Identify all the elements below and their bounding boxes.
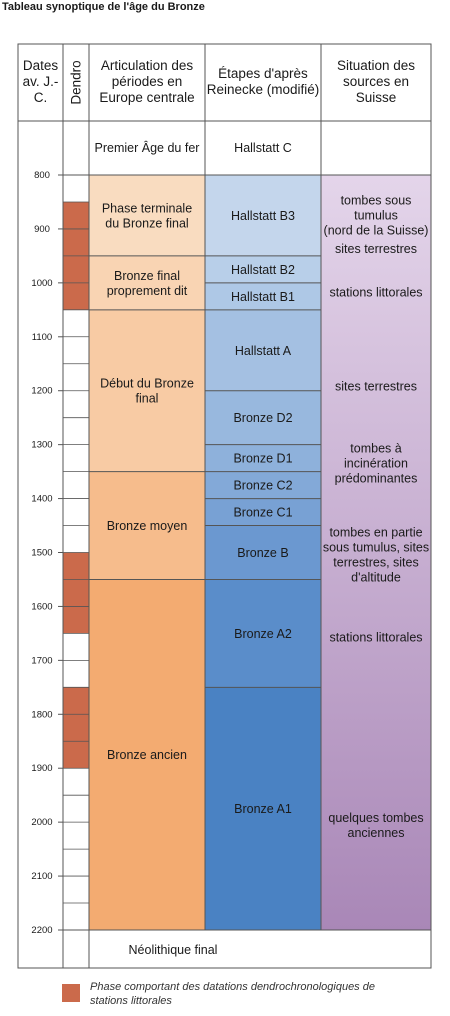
header-periods: Articulation des périodes en Europe cent… [99,58,195,105]
period-label-3: Bronze moyen [107,519,188,533]
reinecke-stage-5 [205,444,321,472]
reinecke-label-6: Bronze C2 [233,479,292,493]
period-label-4: Bronze ancien [107,748,187,762]
date-tick-label: 1500 [31,548,52,559]
date-tick-label: 1800 [31,709,52,720]
top-row-period: Premier Âge du fer [95,140,200,155]
header-dates: Dates av. J.-C. [22,58,59,105]
date-tick-label: 2100 [31,871,52,882]
reinecke-label-0: Hallstatt B3 [231,209,295,223]
period-label-2: Début du Bronze final [100,377,194,406]
date-tick-label: 800 [34,170,50,181]
top-row-reinecke: Hallstatt C [234,141,292,155]
date-tick-label: 1600 [31,601,52,612]
reinecke-stage-6 [205,471,321,499]
reinecke-label-4: Bronze D2 [233,411,292,425]
reinecke-stage-3 [205,309,321,391]
date-tick-label: 2200 [31,925,52,936]
source-label-6: stations littorales [329,630,422,644]
source-label-7: quelques tombes anciennes [328,811,423,840]
period-1 [89,255,205,310]
reinecke-label-8: Bronze B [237,546,288,560]
source-label-2: stations littorales [329,285,422,299]
source-label-0: tombes sous tumulus (nord de la Suisse) [324,194,429,238]
table-frame [17,43,432,969]
bottom-row-period: Néolithique final [129,943,218,957]
header-dendro-label: Dendro [68,59,84,105]
period-2 [89,309,205,472]
period-3 [89,471,205,580]
reinecke-stage-0 [205,175,321,256]
source-label-4: tombes à incinération prédominantes [335,442,418,486]
date-tick-label: 1200 [31,386,52,397]
date-tick-label: 1000 [31,278,52,289]
reinecke-label-3: Hallstatt A [235,344,292,358]
reinecke-stage-1 [205,255,321,283]
reinecke-stage-9 [205,579,321,688]
period-label-1: Bronze final proprement dit [107,269,188,298]
reinecke-stage-8 [205,525,321,580]
reinecke-stage-2 [205,282,321,310]
sources-band [321,175,431,930]
reinecke-label-9: Bronze A2 [234,627,292,641]
date-tick-label: 1700 [31,655,52,666]
period-0 [89,175,205,256]
date-tick-label: 1400 [31,494,52,505]
reinecke-label-2: Hallstatt B1 [231,290,295,304]
source-label-3: sites terrestres [335,380,417,394]
source-label-5: tombes en partie sous tumulus, sites terre… [323,525,429,584]
period-label-0: Phase terminale du Bronze final [102,201,192,230]
period-4 [89,579,205,930]
reinecke-label-1: Hallstatt B2 [231,263,295,277]
reinecke-label-5: Bronze D1 [233,452,292,466]
header-sources: Situation des sources en Suisse [336,58,416,105]
dendro-phase-2 [63,687,89,769]
date-tick-label: 1300 [31,440,52,451]
reinecke-stage-4 [205,390,321,445]
source-label-1: sites terrestres [335,242,417,256]
date-tick-label: 1100 [32,332,52,343]
legend-text: Phase comportant des datations dendrochr… [90,981,375,1007]
reinecke-label-7: Bronze C1 [233,506,292,520]
header-dendro: Dendro [64,44,88,120]
page-title: Tableau synoptique de l'âge du Bronze [2,1,205,13]
header-reinecke: Étapes d'après Reinecke (modifié) [206,66,320,97]
dendro-phase-1 [63,552,89,634]
date-tick-label: 2000 [31,817,52,828]
reinecke-stage-10 [205,687,321,930]
legend-swatch [62,984,80,1002]
date-tick-label: 900 [34,224,50,235]
reinecke-stage-7 [205,498,321,526]
date-tick-label: 1900 [31,763,52,774]
reinecke-label-10: Bronze A1 [234,802,292,816]
